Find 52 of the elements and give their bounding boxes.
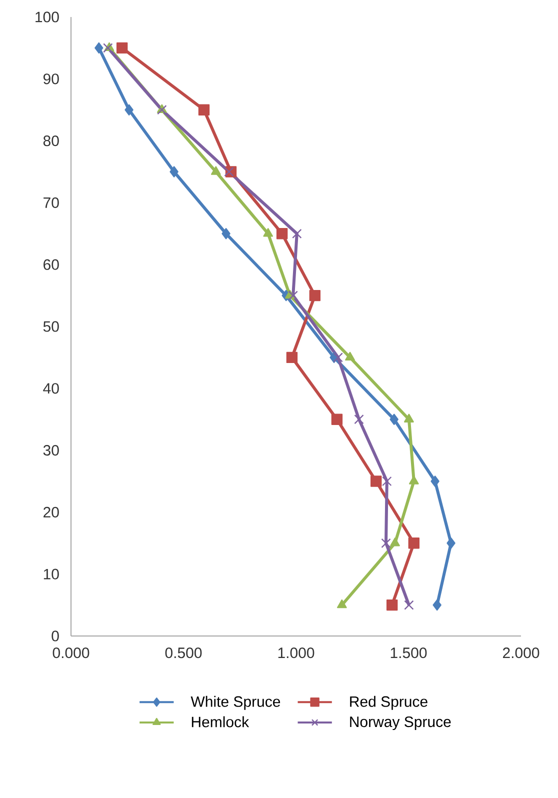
point xyxy=(331,414,343,425)
point xyxy=(292,228,302,238)
point xyxy=(404,600,414,610)
point xyxy=(286,352,298,364)
x-tick-label: 1.500 xyxy=(390,648,427,658)
y-tick-label: 90 xyxy=(43,74,59,84)
point xyxy=(94,42,104,54)
x-tick-label: 0.500 xyxy=(165,648,202,658)
point xyxy=(381,538,391,548)
y-tick-label: 30 xyxy=(43,444,59,456)
point xyxy=(404,414,414,422)
y-tick-label: 70 xyxy=(44,197,59,208)
point xyxy=(222,228,230,240)
point xyxy=(408,538,420,549)
point xyxy=(263,228,274,237)
point xyxy=(124,104,134,116)
y-tick-label: 20 xyxy=(44,506,59,518)
point xyxy=(309,290,320,302)
y-tick-label: 60 xyxy=(44,259,59,270)
y-tick-label: 80 xyxy=(43,135,59,146)
point xyxy=(345,352,355,361)
point xyxy=(430,476,440,487)
point xyxy=(382,476,392,486)
point xyxy=(170,166,178,178)
point xyxy=(446,538,456,549)
legend-label: Norway Spruce xyxy=(350,716,451,730)
point xyxy=(408,476,419,484)
point xyxy=(386,599,398,611)
point xyxy=(390,538,400,546)
y-tick-label: 10 xyxy=(44,568,59,580)
point xyxy=(432,599,442,611)
x-tick-label: 0.000 xyxy=(52,648,90,658)
y-tick-label: 0 xyxy=(52,630,59,642)
point xyxy=(354,414,364,424)
y-tick-label: 50 xyxy=(43,321,59,332)
point xyxy=(210,166,221,175)
point xyxy=(336,599,347,608)
point xyxy=(276,228,288,240)
y-tick-label: 40 xyxy=(43,383,59,394)
point xyxy=(288,290,298,300)
point xyxy=(333,352,343,362)
point xyxy=(224,166,234,177)
y-tick-label: 100 xyxy=(36,12,59,22)
x-tick-label: 2.000 xyxy=(502,648,540,658)
legend-label: Hemlock xyxy=(192,716,250,728)
point xyxy=(198,104,210,116)
x-tick-label: 1.000 xyxy=(278,648,314,658)
point xyxy=(370,476,382,487)
legend-label: White Spruce xyxy=(190,696,280,710)
point xyxy=(116,42,128,54)
legend-label: Red Spruce xyxy=(350,696,428,710)
point xyxy=(390,414,398,425)
